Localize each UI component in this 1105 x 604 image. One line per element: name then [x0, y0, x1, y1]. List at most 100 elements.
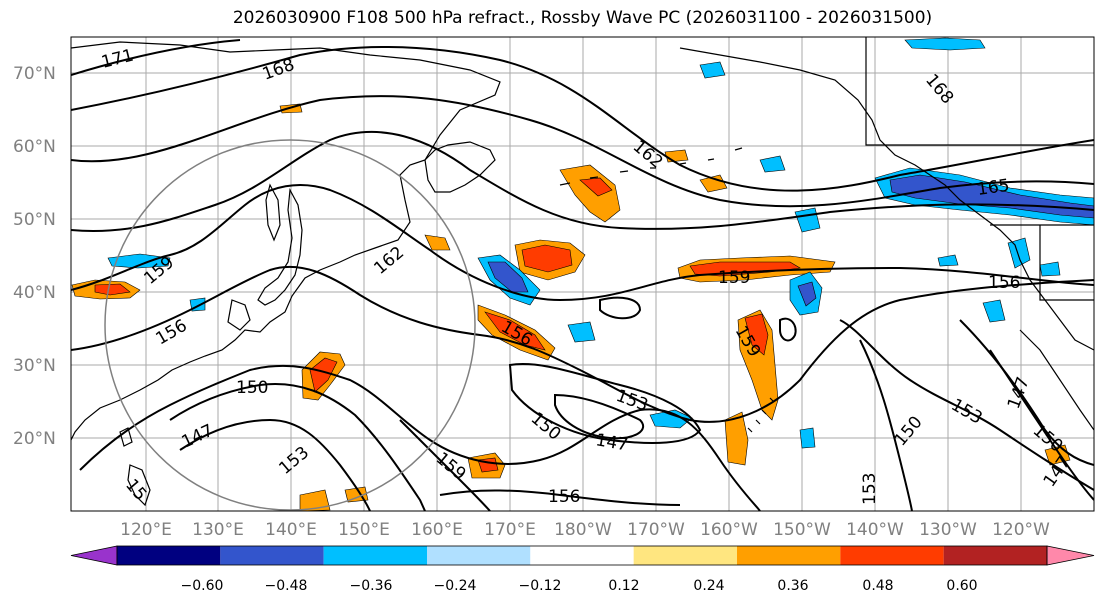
japan-coastline: [257, 187, 303, 306]
sakhalin-coastline: [265, 183, 281, 242]
negative-anomaly-patch: [797, 281, 817, 307]
colorbar-extend-low: [70, 545, 118, 566]
positive-anomaly-patch: [744, 313, 769, 356]
lon-label: 130°E: [192, 520, 244, 540]
contour-loop-east: [779, 317, 797, 342]
positive-anomaly-patch: [521, 244, 573, 273]
lat-label: 50°N: [13, 210, 56, 230]
colorbar-segment: [530, 546, 634, 565]
hawaii-islands: [747, 397, 775, 433]
philippines-coastline: [127, 464, 151, 507]
lat-label: 70°N: [13, 64, 56, 84]
colorbar-tick-label: −0.48: [265, 578, 308, 594]
lon-label: 150°E: [338, 520, 390, 540]
contour-165: [71, 95, 1094, 208]
lat-label: 30°N: [13, 356, 56, 376]
lat-label: 40°N: [13, 283, 56, 303]
contour-159-south: [399, 419, 491, 511]
colorbar-tick-label: 0.24: [693, 578, 724, 594]
contour-label: 156: [548, 487, 580, 507]
negative-anomaly-patch: [759, 155, 786, 173]
negative-anomaly-patch: [1039, 261, 1061, 277]
contour-150-east: [508, 363, 702, 444]
alaska-coastline: [679, 47, 1094, 351]
contour-label: 150: [236, 378, 268, 398]
negative-anomaly-patch: [1007, 237, 1031, 269]
aleutian-islands: [559, 147, 743, 186]
lon-label: 140°W: [846, 520, 904, 540]
positive-anomaly-patch: [737, 309, 779, 421]
colorbar-tick-label: 0.12: [608, 578, 639, 594]
kamchatka-coastline: [424, 141, 496, 193]
contour-153-east: [839, 319, 1094, 491]
lon-label: 160°W: [700, 520, 758, 540]
negative-anomaly-patch: [567, 321, 596, 343]
plot-border: [70, 36, 1095, 512]
positive-anomaly-patch: [477, 457, 499, 473]
coastlines: [71, 37, 1094, 507]
negative-anomaly-patch: [649, 409, 693, 429]
contour-171: [71, 39, 241, 76]
positive-anomaly-patch: [579, 177, 613, 197]
negative-anomaly-patch: [937, 254, 959, 267]
lon-label: 120°E: [120, 520, 172, 540]
positive-anomaly-patch: [559, 164, 621, 223]
colorbar-tick-label: −0.60: [181, 578, 224, 594]
negative-anomaly-patch: [699, 61, 726, 79]
contour-150-east2: [859, 339, 913, 511]
colorbar-tick-label: 0.60: [946, 578, 977, 594]
colorbar-tick-labels: −0.60 −0.48 −0.36 −0.24 −0.12 0.12 0.24 …: [181, 578, 978, 594]
lon-label: 150°W: [773, 520, 831, 540]
negative-anomaly-patch: [982, 299, 1006, 323]
negative-anomaly-patch: [904, 37, 986, 51]
contour-156: [71, 265, 1094, 423]
contour-147: [179, 418, 371, 511]
positive-anomaly-patch: [484, 311, 546, 351]
latitude-labels: 70°N 60°N 50°N 40°N 30°N 20°N: [13, 64, 56, 449]
colorbar-segment: [840, 546, 944, 565]
contour-150-far-east: [959, 319, 1094, 466]
colorbar-segment: [943, 546, 1047, 565]
contour-159: [71, 184, 1094, 302]
colorbar-segment: [117, 546, 221, 565]
positive-anomaly-patch: [699, 174, 728, 193]
lat-label: 60°N: [13, 137, 56, 157]
lon-label: 160°E: [411, 520, 463, 540]
lat-label: 20°N: [13, 429, 56, 449]
contour-label: 156: [988, 273, 1020, 293]
us-border: [990, 224, 1094, 301]
anomaly-shading: [71, 37, 1094, 511]
contour-168: [71, 45, 1094, 192]
colorbar: [70, 545, 1095, 566]
contour-162: [71, 131, 1094, 232]
colorbar-segment: [220, 546, 324, 565]
contour-156-south: [439, 489, 681, 506]
longitude-labels: 120°E 130°E 140°E 150°E 160°E 170°E 180°…: [120, 520, 1050, 540]
canada-border: [865, 37, 1094, 146]
positive-anomaly-patch: [309, 357, 338, 393]
colorbar-tick-label: −0.12: [519, 578, 562, 594]
colorbar-tick-label: 0.48: [862, 578, 893, 594]
colorbar-border: [116, 545, 1048, 566]
positive-anomaly-patch: [724, 411, 749, 466]
contour-150: [169, 383, 426, 511]
korea-coastline: [227, 299, 251, 331]
colorbar-tick-label: 0.36: [777, 578, 808, 594]
positive-anomaly-patch: [664, 149, 689, 163]
negative-anomaly-patch: [487, 261, 529, 293]
colorbar-tick-label: −0.36: [350, 578, 393, 594]
colorbar-tick-label: −0.24: [434, 578, 477, 594]
geopotential-contours: [71, 39, 1094, 511]
contour-153: [79, 364, 761, 511]
contour-label: 165: [976, 176, 1011, 200]
negative-anomaly-patch: [799, 427, 816, 449]
colorbar-extend-high: [1046, 545, 1095, 566]
contour-label: 153: [860, 473, 880, 505]
map-title: 2026030900 F108 500 hPa refract., Rossby…: [232, 8, 933, 28]
positive-anomaly-patch: [299, 489, 331, 511]
colorbar-segment: [323, 546, 427, 565]
colorbar-segment: [633, 546, 737, 565]
colorbar-segment: [737, 546, 841, 565]
colorbar-segment: [427, 546, 531, 565]
positive-anomaly-patch: [424, 234, 451, 251]
